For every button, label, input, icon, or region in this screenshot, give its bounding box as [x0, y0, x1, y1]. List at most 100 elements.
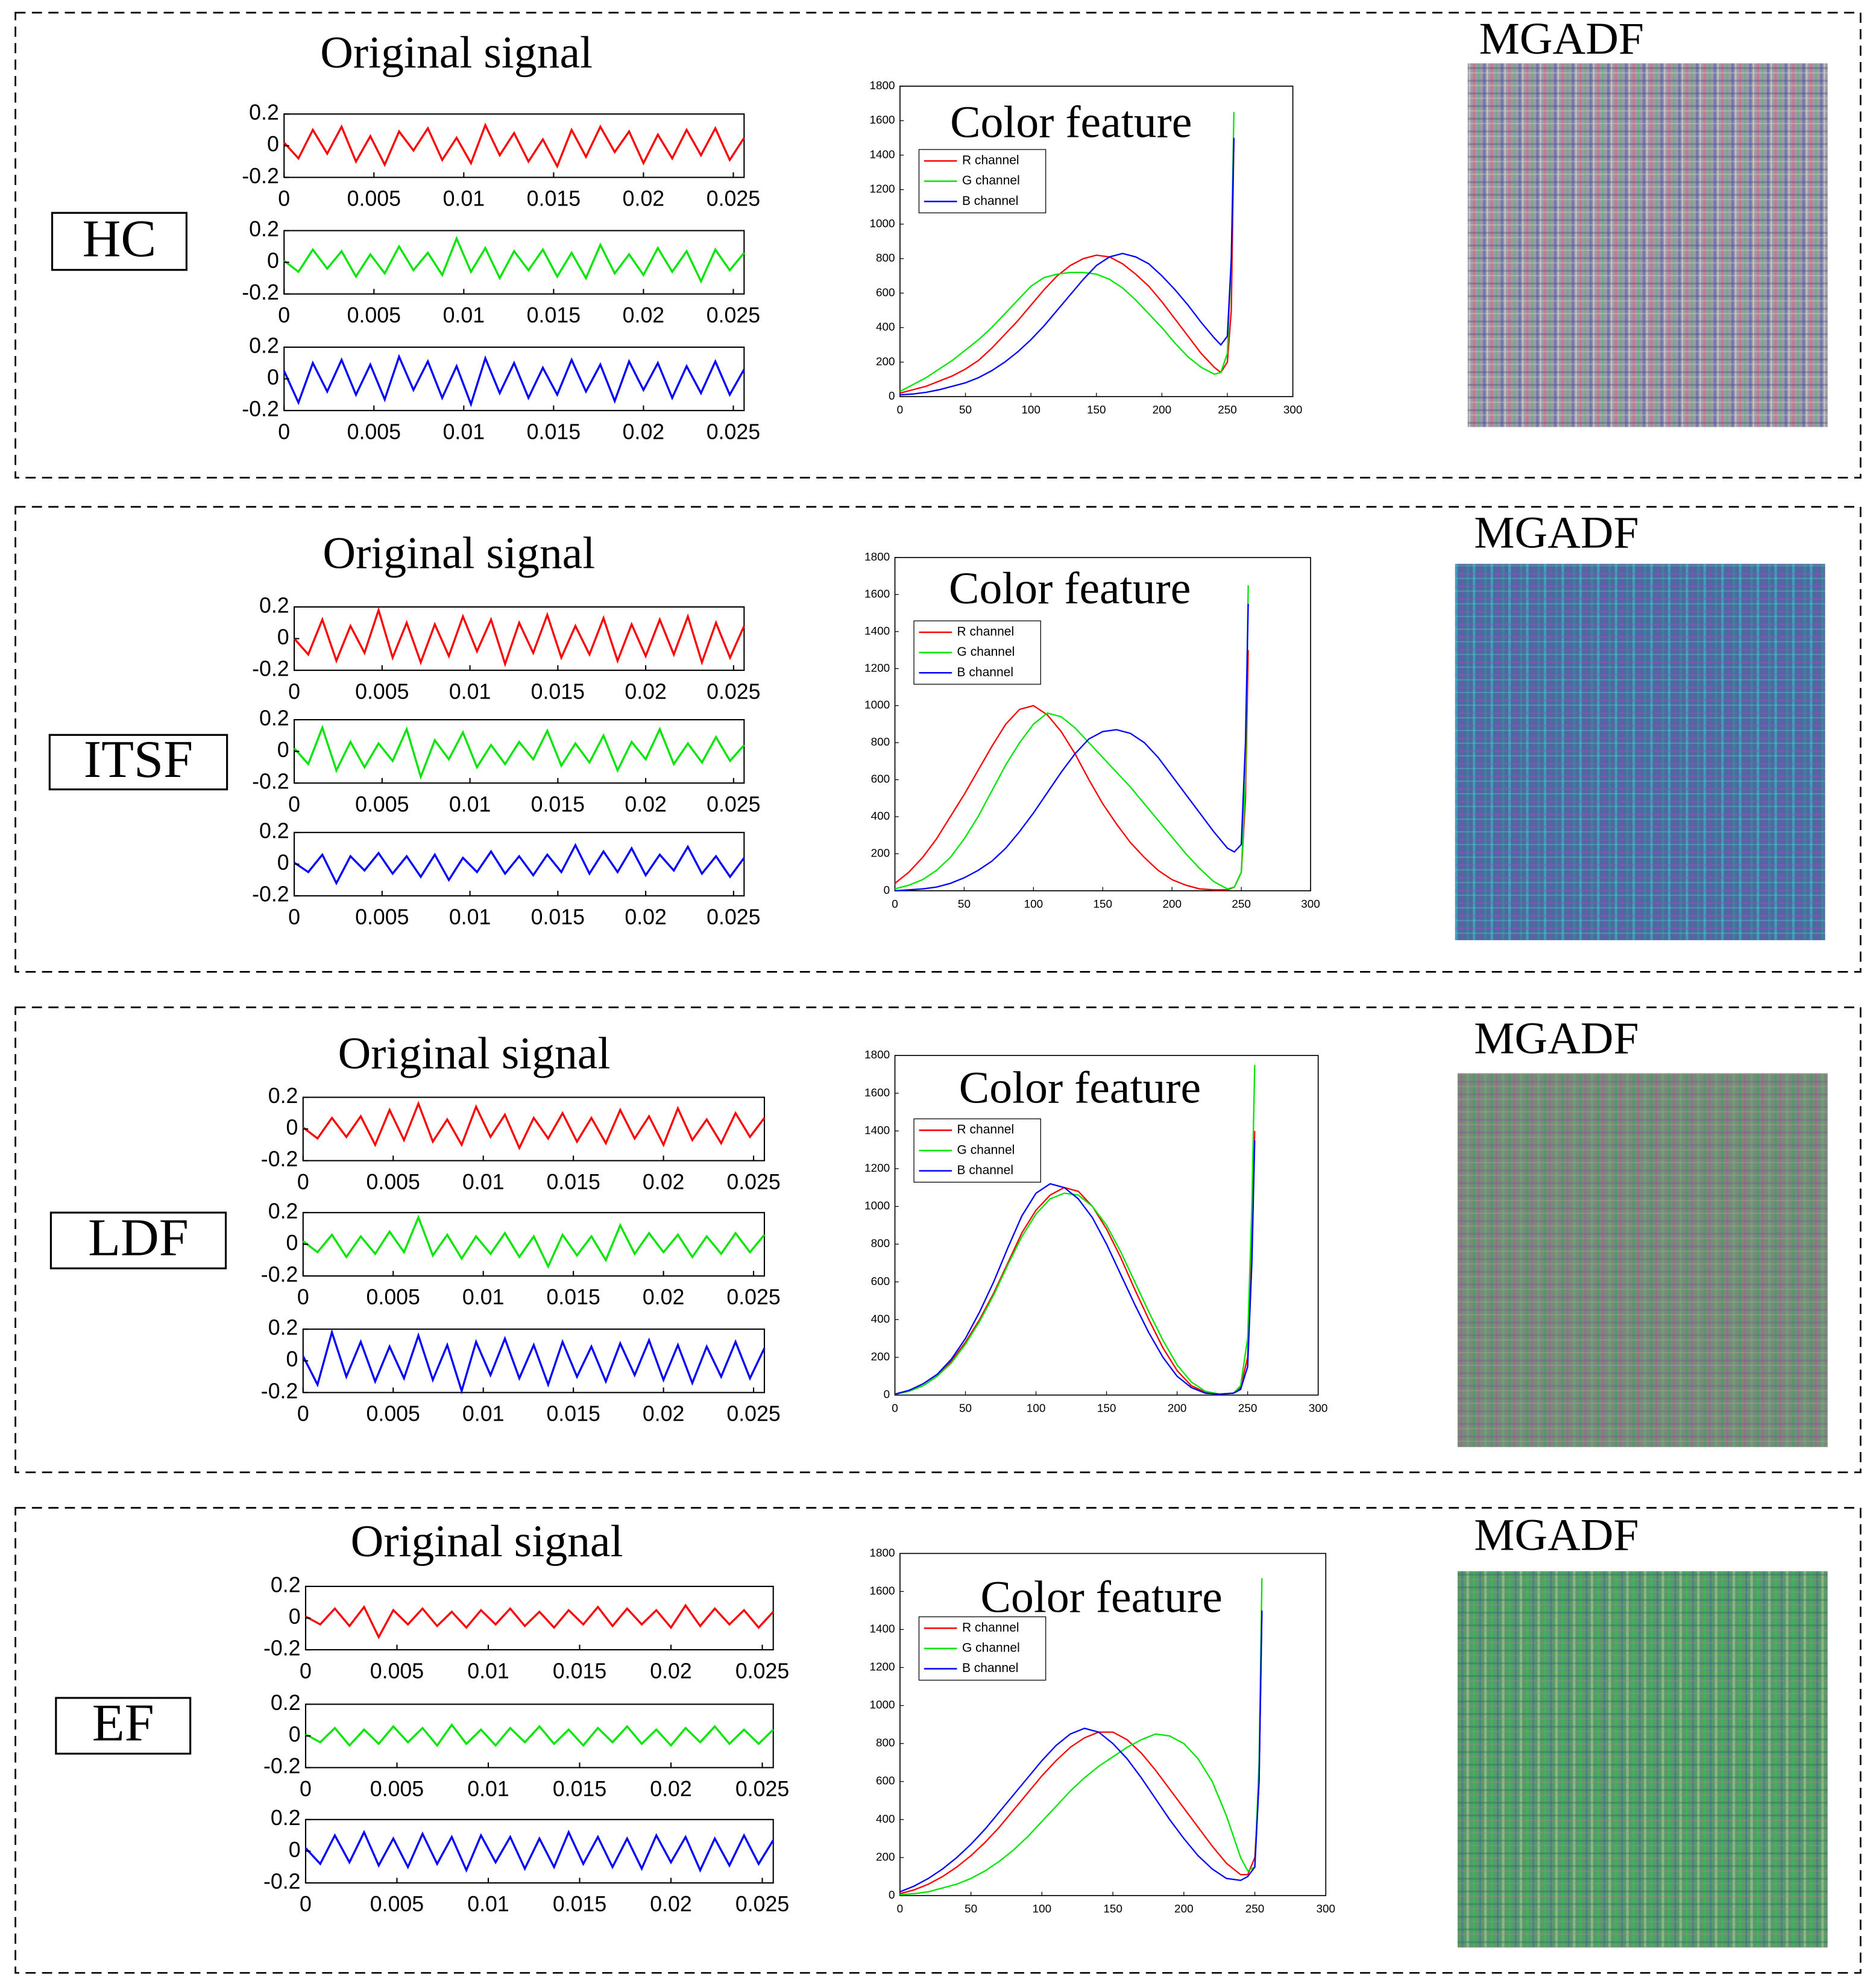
signal-title: Original signal — [351, 1516, 623, 1567]
histogram-line — [899, 112, 1235, 392]
x-tick-label: 200 — [1153, 404, 1172, 416]
legend-label: G channel — [962, 1641, 1020, 1655]
signal-title: Original signal — [338, 1029, 611, 1079]
mgadf-image — [1467, 63, 1828, 427]
y-tick-label: 1200 — [864, 1162, 890, 1175]
x-tick-label: 50 — [965, 1903, 977, 1915]
legend-label: B channel — [957, 665, 1013, 679]
signal-line — [293, 724, 745, 780]
signal-axes — [304, 1585, 774, 1651]
histogram-axes — [899, 1553, 1327, 1896]
x-tick-label: 0.015 — [546, 1170, 600, 1194]
x-tick-label: 0.01 — [449, 905, 491, 929]
y-tick-label: 600 — [871, 1275, 890, 1288]
y-tick-label: 1600 — [869, 1585, 895, 1597]
x-tick-label: 150 — [1087, 404, 1106, 416]
histogram-line — [899, 1610, 1263, 1893]
y-tick-label: 0 — [267, 132, 279, 156]
x-tick-label: 0.015 — [546, 1285, 600, 1309]
y-tick-label: -0.2 — [242, 164, 279, 188]
y-tick-label: -0.2 — [263, 1754, 301, 1778]
x-tick-label: 0.015 — [527, 303, 581, 327]
y-tick-label: 0 — [884, 884, 890, 897]
x-tick-label: 200 — [1162, 898, 1182, 911]
x-tick-label: 150 — [1103, 1903, 1122, 1915]
x-tick-label: 0 — [297, 1170, 309, 1194]
x-tick-label: 0.02 — [643, 1285, 685, 1309]
y-tick-label: 1400 — [869, 1623, 895, 1635]
panel-frame — [14, 1006, 1862, 1474]
y-tick-label: 1400 — [864, 625, 890, 638]
x-tick-label: 0.02 — [623, 187, 665, 211]
y-tick-label: 200 — [876, 1851, 895, 1864]
x-tick-label: 0.02 — [643, 1402, 685, 1426]
y-tick-label: 1000 — [869, 218, 895, 230]
x-tick-label: 0.005 — [347, 187, 401, 211]
x-tick-label: 0.025 — [707, 792, 760, 816]
x-tick-label: 0 — [892, 898, 898, 911]
y-tick-label: 0.2 — [249, 101, 279, 125]
label-box — [49, 1211, 227, 1269]
x-tick-label: 0 — [288, 905, 300, 929]
x-tick-label: 0.025 — [735, 1892, 789, 1916]
x-tick-label: 0.02 — [625, 905, 667, 929]
x-tick-label: 300 — [1317, 1903, 1336, 1915]
x-tick-label: 250 — [1238, 1403, 1257, 1415]
y-tick-label: 0.2 — [271, 1806, 301, 1830]
x-tick-label: 0.01 — [462, 1285, 505, 1309]
x-tick-label: 0 — [278, 187, 290, 211]
x-tick-label: 0 — [288, 679, 300, 703]
y-tick-label: 1200 — [869, 1661, 895, 1674]
y-tick-label: 400 — [871, 810, 890, 823]
y-tick-label: 400 — [871, 1313, 890, 1325]
x-tick-label: 0 — [300, 1777, 312, 1801]
y-tick-label: 600 — [871, 773, 890, 786]
y-tick-label: -0.2 — [261, 1262, 298, 1286]
image-title: MGADF — [1474, 1510, 1638, 1560]
y-tick-label: 400 — [876, 321, 895, 334]
y-tick-label: 800 — [876, 1737, 895, 1750]
y-tick-label: -0.2 — [263, 1869, 301, 1893]
y-tick-label: -0.2 — [252, 882, 289, 907]
label-box — [51, 212, 187, 271]
histogram-title: Color feature — [950, 98, 1192, 148]
label-box — [55, 1697, 192, 1755]
signal-axes — [302, 1328, 766, 1394]
x-tick-label: 0.005 — [355, 792, 409, 816]
x-tick-label: 100 — [1027, 1403, 1046, 1415]
signal-title: Original signal — [320, 28, 593, 78]
y-tick-label: 1600 — [864, 588, 890, 600]
histogram-title: Color feature — [981, 1573, 1223, 1623]
y-tick-label: 0.2 — [249, 333, 279, 357]
signal-line — [283, 354, 745, 407]
legend-label: G channel — [957, 645, 1015, 659]
x-tick-label: 0.02 — [650, 1892, 692, 1916]
x-tick-label: 0.01 — [467, 1777, 509, 1801]
y-tick-label: 400 — [876, 1813, 895, 1826]
x-tick-label: 0.005 — [367, 1402, 420, 1426]
legend-label: B channel — [957, 1163, 1013, 1177]
x-tick-label: 0.005 — [355, 679, 409, 703]
panel-label: ITSF — [84, 730, 194, 789]
y-tick-label: 600 — [876, 286, 895, 299]
y-tick-label: 0 — [289, 1838, 301, 1862]
x-tick-label: 100 — [1033, 1903, 1052, 1915]
x-tick-label: 0.005 — [367, 1170, 420, 1194]
x-tick-label: 0 — [897, 1903, 904, 1915]
legend-label: G channel — [957, 1143, 1015, 1157]
x-tick-label: 0.015 — [531, 905, 585, 929]
x-tick-label: 0 — [288, 792, 300, 816]
y-tick-label: -0.2 — [263, 1636, 301, 1661]
x-tick-label: 0.005 — [347, 303, 401, 327]
y-tick-label: 200 — [876, 356, 895, 368]
x-tick-label: 50 — [959, 404, 972, 416]
x-tick-label: 0.025 — [726, 1170, 780, 1194]
histogram-line — [894, 650, 1249, 891]
y-tick-label: 0 — [889, 390, 895, 403]
y-tick-label: 0.2 — [268, 1199, 298, 1223]
x-tick-label: 0.01 — [462, 1170, 505, 1194]
y-tick-label: 1800 — [869, 80, 895, 92]
y-tick-label: 200 — [871, 847, 890, 860]
x-tick-label: 100 — [1024, 898, 1043, 911]
